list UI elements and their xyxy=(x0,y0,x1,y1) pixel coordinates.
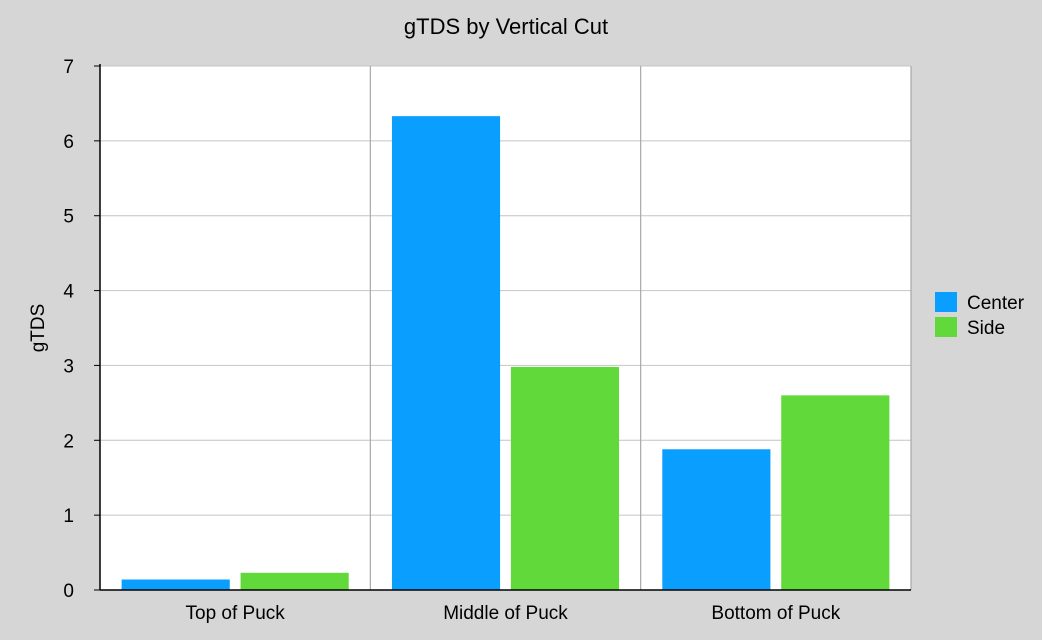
y-tick-labels: 0 1 2 3 4 5 6 7 xyxy=(63,57,74,602)
x-category-label: Middle of Puck xyxy=(443,603,568,624)
bar-center-3 xyxy=(662,449,771,590)
y-tick-label: 4 xyxy=(63,282,74,303)
legend-swatch-side xyxy=(935,317,957,337)
x-category-label: Top of Puck xyxy=(186,603,286,624)
gridlines xyxy=(100,65,912,590)
y-tick-label: 3 xyxy=(63,356,74,377)
y-tick-label: 6 xyxy=(63,132,74,153)
bar-side-1 xyxy=(240,572,349,590)
axes xyxy=(94,64,911,591)
legend-swatch-center xyxy=(935,292,957,312)
y-tick-label: 1 xyxy=(63,506,74,527)
chart-title: gTDS by Vertical Cut xyxy=(404,14,608,39)
bar-center-1 xyxy=(121,579,230,590)
y-tick-label: 2 xyxy=(63,431,74,452)
y-tick-label: 5 xyxy=(63,207,74,228)
bar-center-2 xyxy=(391,116,501,590)
y-axis-title: gTDS xyxy=(28,304,49,353)
plot-area xyxy=(100,66,911,590)
legend-label-center: Center xyxy=(967,293,1025,314)
y-tick-label: 0 xyxy=(63,581,74,602)
bar-side-3 xyxy=(781,395,890,590)
legend-label-side: Side xyxy=(967,318,1005,339)
x-category-label: Bottom of Puck xyxy=(711,603,840,624)
y-tick-label: 7 xyxy=(63,57,74,78)
x-category-labels: Top of Puck Middle of Puck Bottom of Puck xyxy=(186,603,841,624)
bars xyxy=(121,116,890,590)
bar-side-2 xyxy=(510,366,620,590)
legend: Center Side xyxy=(935,292,1025,339)
